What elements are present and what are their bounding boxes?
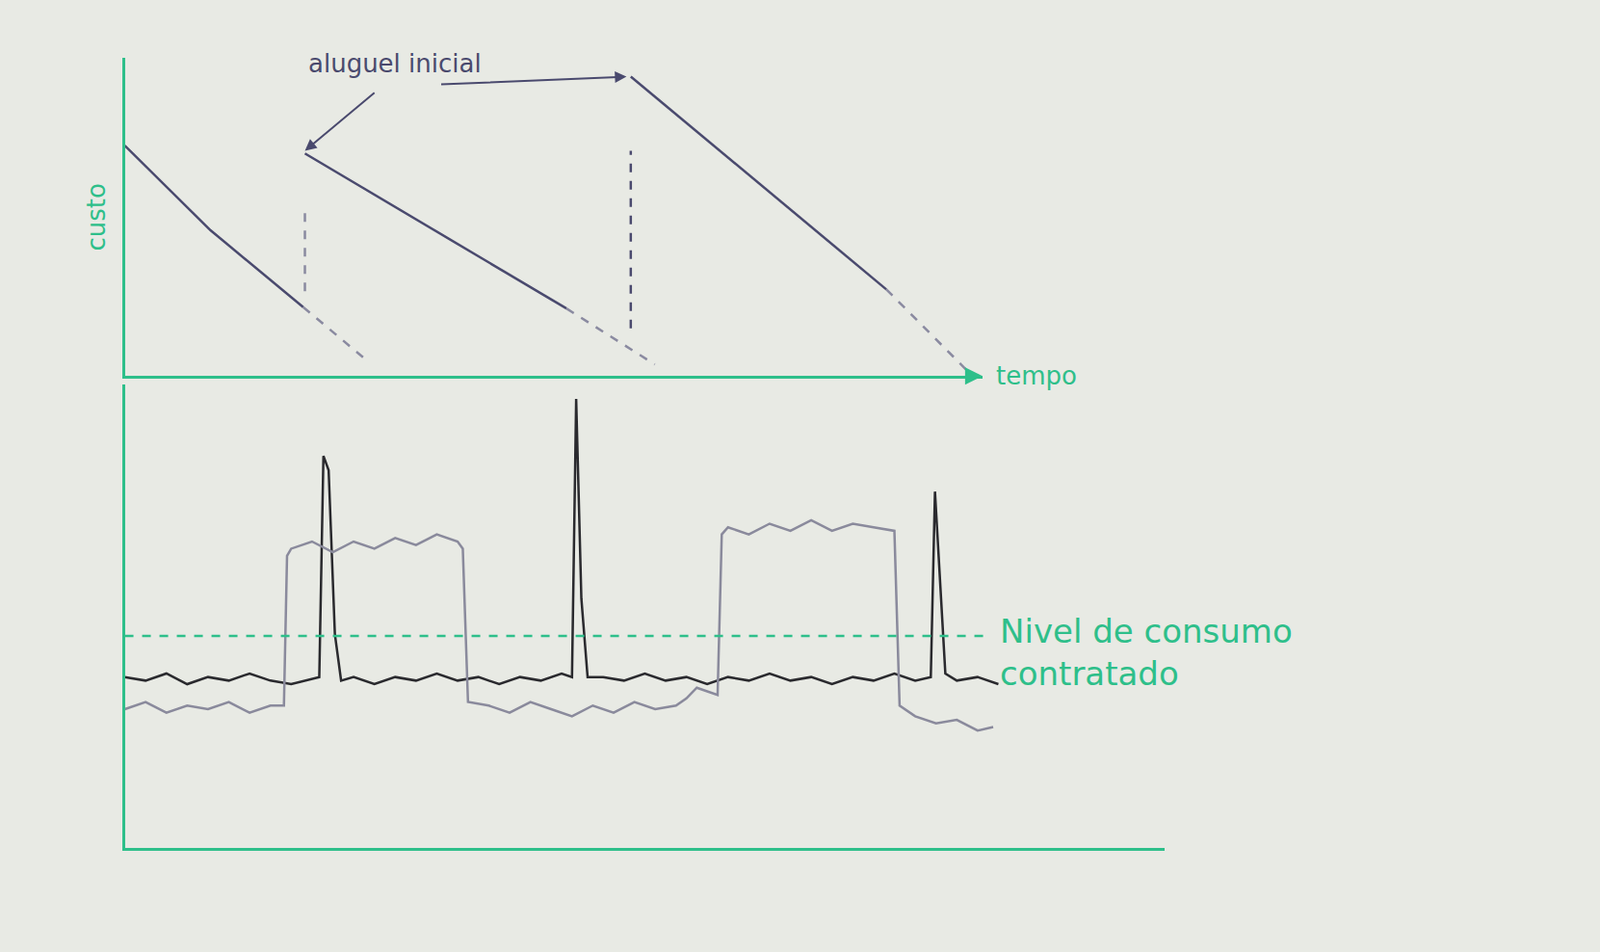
svg-text:Nivel de consumocontratado: Nivel de consumocontratado: [999, 611, 1293, 693]
svg-text:aluguel inicial: aluguel inicial: [308, 49, 482, 79]
svg-text:custo: custo: [81, 183, 111, 251]
svg-text:tempo: tempo: [996, 361, 1077, 391]
